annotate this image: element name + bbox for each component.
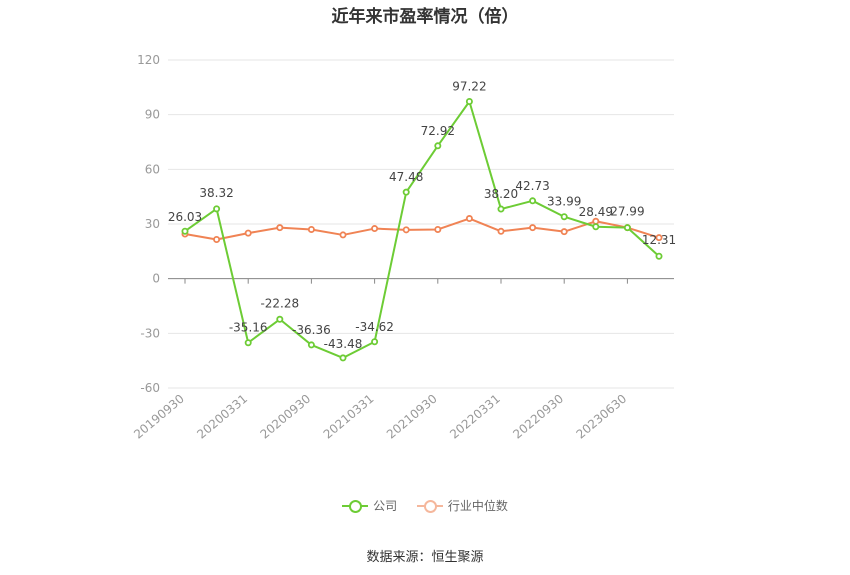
data-point-industry-median <box>434 225 442 233</box>
x-tick-label: 20190930 <box>131 392 187 442</box>
data-point-industry-median <box>592 217 600 225</box>
chart-title: 近年来市盈率情况（倍） <box>331 7 519 27</box>
data-label: 42.73 <box>515 179 549 193</box>
data-label: 33.99 <box>547 195 581 209</box>
data-point-industry-median <box>465 215 473 223</box>
data-label: -34.62 <box>355 320 394 334</box>
data-point-company <box>371 338 379 346</box>
data-point-industry-median <box>402 226 410 234</box>
y-tick-label: -30 <box>140 326 160 340</box>
data-point-industry-median <box>371 225 379 233</box>
legend-industry-label: 行业中位数 <box>447 499 508 513</box>
y-tick-label: 0 <box>152 272 160 286</box>
data-point-company <box>276 315 284 323</box>
series-line-company <box>184 100 660 359</box>
data-point-company <box>592 223 600 231</box>
data-point-company <box>213 205 221 213</box>
legend: 公司 行业中位数 <box>0 497 850 516</box>
data-label: -43.48 <box>324 337 363 351</box>
data-point-industry-median <box>560 228 568 236</box>
legend-item-industry-median[interactable]: 行业中位数 <box>416 497 508 514</box>
data-label: -35.16 <box>229 321 268 335</box>
data-point-company <box>465 98 473 106</box>
data-point-company <box>181 227 189 235</box>
y-tick-label: 30 <box>145 217 160 231</box>
legend-company-label: 公司 <box>373 499 398 513</box>
data-point-industry-median <box>529 224 537 232</box>
data-label: 38.20 <box>484 187 518 201</box>
data-label: -22.28 <box>260 296 299 310</box>
x-tick-label: 20200930 <box>258 392 314 442</box>
legend-item-company[interactable]: 公司 <box>342 497 397 514</box>
data-point-industry-median <box>307 225 315 233</box>
y-tick-label: -60 <box>140 381 160 395</box>
data-label: 38.32 <box>199 186 233 200</box>
x-tick-label: 20210930 <box>384 392 440 442</box>
data-point-company <box>402 188 410 196</box>
data-source: 数据来源：恒生聚源 <box>366 550 484 565</box>
data-point-industry-median <box>244 229 252 237</box>
data-point-industry-median <box>655 234 663 242</box>
x-tick-label: 20200331 <box>194 392 250 442</box>
data-label: 97.22 <box>452 80 486 94</box>
data-point-company <box>339 354 347 362</box>
data-point-industry-median <box>497 227 505 235</box>
data-point-company <box>655 252 663 260</box>
data-point-company <box>434 142 442 150</box>
data-point-company <box>244 339 252 347</box>
data-point-industry-median <box>276 224 284 232</box>
series-line-industry-median <box>184 217 660 241</box>
y-tick-label: 120 <box>137 53 160 67</box>
data-label: 26.03 <box>168 210 202 224</box>
data-label: 47.48 <box>389 170 423 184</box>
data-label: 28.49 <box>579 205 613 219</box>
data-label: -36.36 <box>292 323 331 337</box>
data-label: 27.99 <box>610 205 644 219</box>
x-tick-label: 20220331 <box>447 392 503 442</box>
data-point-industry-median <box>339 231 347 239</box>
data-point-company <box>529 197 537 205</box>
y-tick-label: 60 <box>145 162 160 176</box>
data-point-company <box>623 224 631 232</box>
data-label: 12.31 <box>642 233 676 247</box>
legend-industry-marker <box>416 499 443 513</box>
x-tick-label: 20230630 <box>574 392 630 442</box>
x-tick-label: 20210331 <box>321 392 377 442</box>
data-point-company <box>497 205 505 213</box>
data-point-company <box>560 213 568 221</box>
y-tick-label: 90 <box>145 108 160 122</box>
data-point-company <box>307 341 315 349</box>
legend-company-marker <box>342 499 369 513</box>
x-tick-label: 20220930 <box>510 392 566 442</box>
data-point-industry-median <box>213 235 221 243</box>
data-label: 72.92 <box>421 124 455 138</box>
